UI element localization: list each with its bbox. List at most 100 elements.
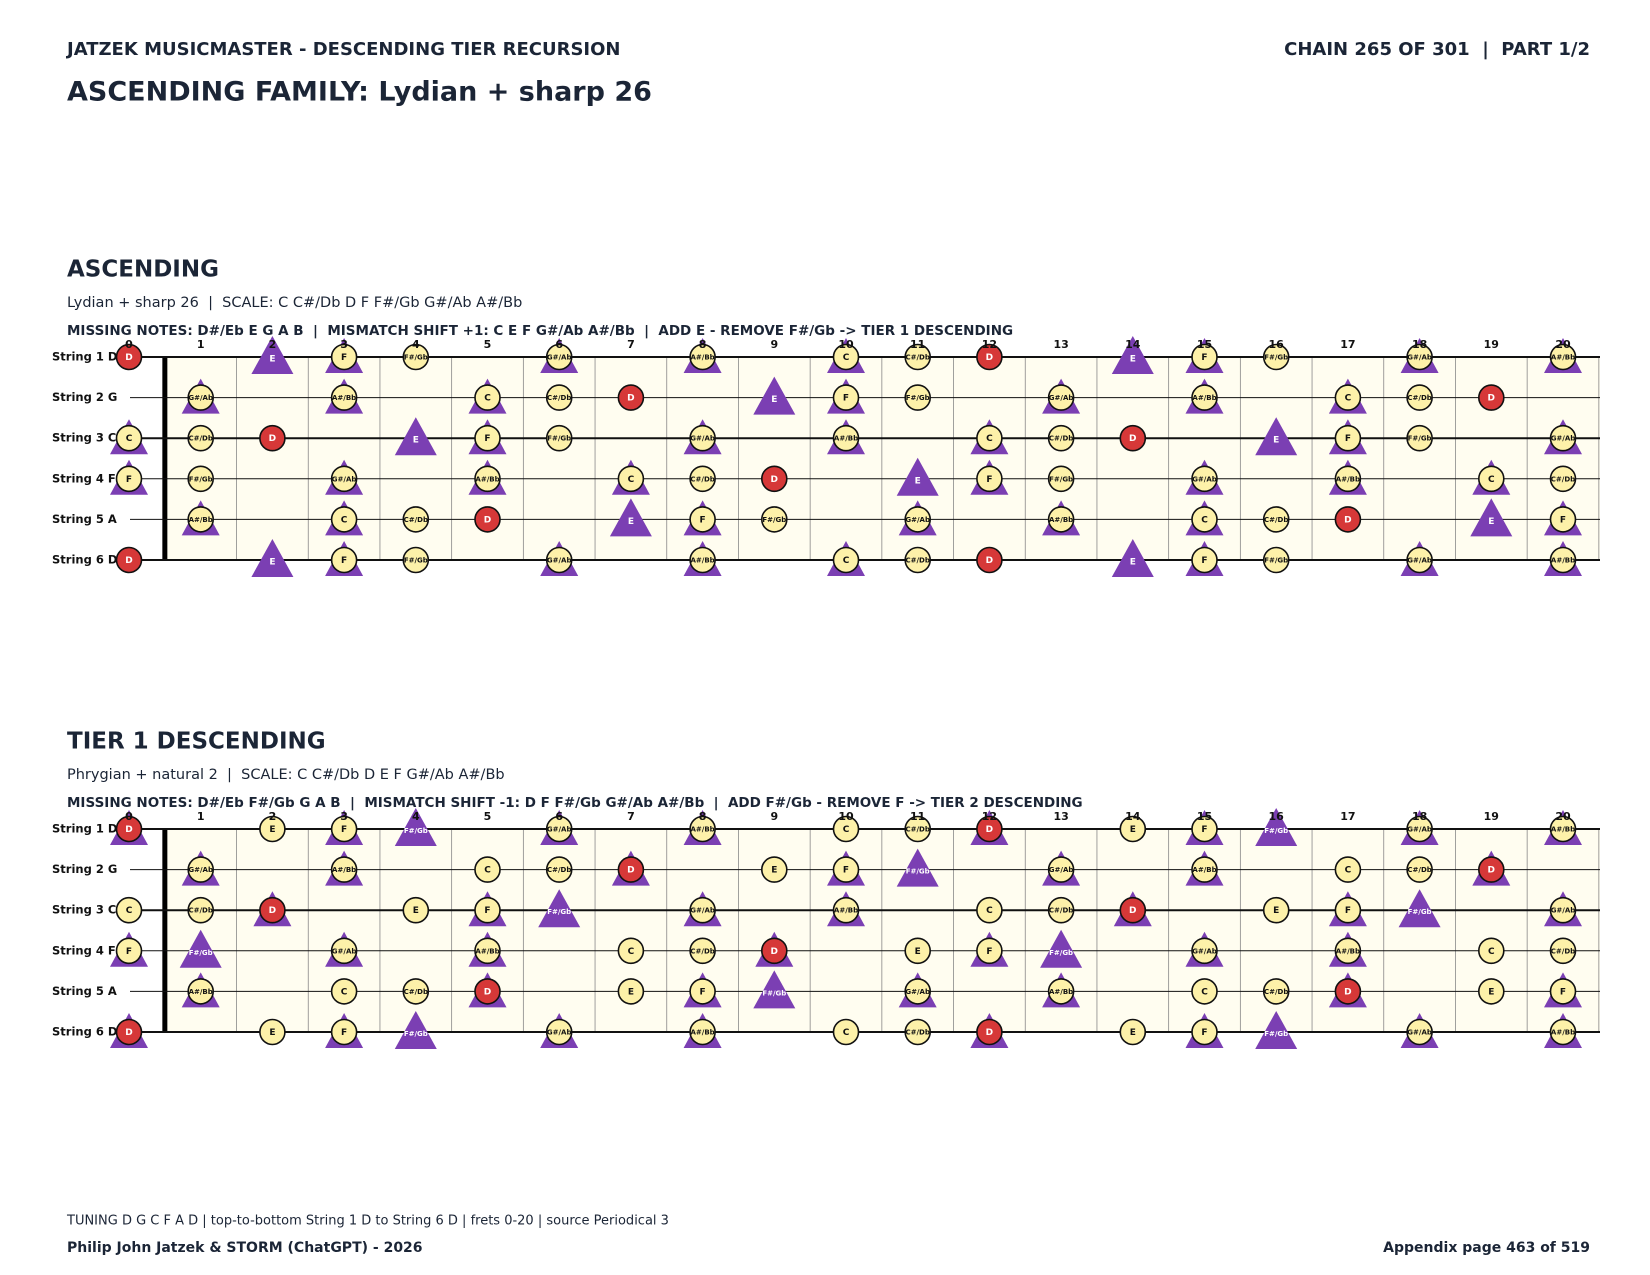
fret-number: 8 — [699, 810, 707, 823]
circle-marker — [1406, 546, 1433, 574]
note-label: E — [915, 476, 921, 486]
note-marker: F — [1185, 338, 1224, 373]
circle-marker — [976, 937, 1003, 965]
note-label: F#/Gb — [404, 827, 428, 835]
section-missing: MISSING NOTES: D#/Eb F#/Gb G A B | MISMA… — [67, 795, 1083, 811]
note-label: F — [341, 353, 347, 363]
string-label: String 2 G — [52, 390, 117, 404]
note-label: C — [126, 906, 133, 916]
fret-number: 19 — [1484, 338, 1499, 351]
circle-marker — [545, 343, 573, 371]
note-label: F#/Gb — [1264, 354, 1288, 362]
note-label: A#/Bb — [1049, 988, 1073, 996]
root-marker — [1334, 978, 1362, 1005]
circle-marker — [832, 896, 860, 924]
circle-marker — [1334, 465, 1362, 493]
note-label: D — [627, 394, 634, 404]
note-marker: E — [753, 376, 796, 415]
note-label: G#/Ab — [1192, 947, 1217, 955]
circle-marker — [402, 978, 430, 1005]
note-marker: C — [832, 1018, 860, 1046]
circle-marker — [187, 978, 214, 1005]
circle-marker — [760, 506, 788, 533]
circle-marker — [1191, 856, 1218, 883]
fret-number: 10 — [838, 810, 854, 823]
circle-marker — [1549, 546, 1577, 574]
triangle-marker — [1040, 929, 1083, 968]
note-marker: A#/Bb — [325, 378, 364, 414]
note-label: C#/Db — [906, 1029, 930, 1037]
note-label: F — [484, 434, 490, 444]
note-label: C — [986, 906, 993, 916]
root-marker — [976, 343, 1003, 371]
note-marker: F#/Gb — [896, 848, 939, 887]
note-label: G#/Ab — [332, 475, 357, 483]
fret-number: 18 — [1412, 810, 1427, 823]
note-label: F#/Gb — [1408, 908, 1432, 916]
note-marker: A#/Bb — [1185, 378, 1224, 414]
note-label: D — [771, 475, 778, 485]
note-marker: F#/Gb — [394, 808, 437, 846]
note-marker: E — [251, 336, 294, 374]
fret-number: 4 — [412, 338, 420, 351]
circle-marker — [1262, 343, 1290, 371]
circle-marker — [1549, 465, 1577, 493]
circle-marker — [402, 896, 430, 924]
note-label: C#/Db — [1551, 475, 1575, 483]
fret-number: 20 — [1555, 338, 1571, 351]
note-label: F — [341, 1028, 347, 1038]
note-label: F — [126, 475, 132, 485]
note-label: F — [843, 866, 849, 876]
circle-marker — [832, 343, 860, 371]
circle-marker — [689, 937, 716, 965]
fret-number: 8 — [699, 338, 707, 351]
note-marker: G#/Ab — [1042, 850, 1081, 886]
note-marker: C#/Db — [402, 978, 430, 1005]
note-marker: E — [1119, 1018, 1147, 1046]
note-label: F#/Gb — [1049, 475, 1073, 483]
circle-marker — [1406, 856, 1433, 883]
note-label: C — [341, 987, 348, 997]
circle-marker — [617, 937, 645, 965]
page-number: Appendix page 463 of 519 — [1383, 1240, 1590, 1256]
root-marker — [115, 343, 143, 371]
note-label: D — [125, 1028, 132, 1038]
note-label: C — [1201, 987, 1208, 997]
note-marker: C — [1328, 378, 1367, 414]
note-marker: C — [1185, 500, 1224, 536]
circle-marker — [689, 546, 716, 574]
note-marker: A#/Bb — [468, 931, 507, 967]
circle-marker — [1334, 856, 1362, 883]
note-label: C#/Db — [1049, 907, 1073, 915]
circle-marker — [402, 546, 430, 574]
note-label: A#/Bb — [332, 394, 356, 402]
circle-marker — [330, 384, 358, 411]
fret-number: 7 — [627, 338, 635, 351]
note-marker: G#/Ab — [181, 378, 220, 414]
circle-marker — [1478, 978, 1505, 1005]
fret-number: 16 — [1269, 338, 1285, 351]
circle-marker — [187, 384, 214, 411]
note-marker: F#/Gb — [1255, 808, 1298, 846]
note-label: G#/Ab — [188, 394, 213, 402]
note-label: E — [771, 395, 777, 405]
note-label: C — [1488, 947, 1495, 957]
note-marker: D — [253, 891, 292, 927]
note-marker: F#/Gb — [1262, 343, 1290, 371]
page-title: ASCENDING FAMILY: Lydian + sharp 26 — [67, 77, 652, 108]
note-marker: G#/Ab — [1400, 1013, 1439, 1048]
note-label: C#/Db — [1407, 394, 1431, 402]
note-marker: F — [110, 459, 148, 495]
note-label: E — [269, 558, 275, 568]
fret-number: 13 — [1053, 338, 1068, 351]
fret-number: 3 — [340, 338, 348, 351]
fret-number: 15 — [1197, 810, 1212, 823]
note-marker: C#/Db — [1406, 856, 1433, 883]
circle-marker — [1191, 937, 1218, 965]
note-label: F — [1345, 906, 1351, 916]
note-marker: A#/Bb — [468, 459, 507, 495]
circle-marker — [402, 506, 430, 533]
triangle-marker — [1470, 498, 1513, 537]
note-marker: G#/Ab — [683, 419, 722, 455]
